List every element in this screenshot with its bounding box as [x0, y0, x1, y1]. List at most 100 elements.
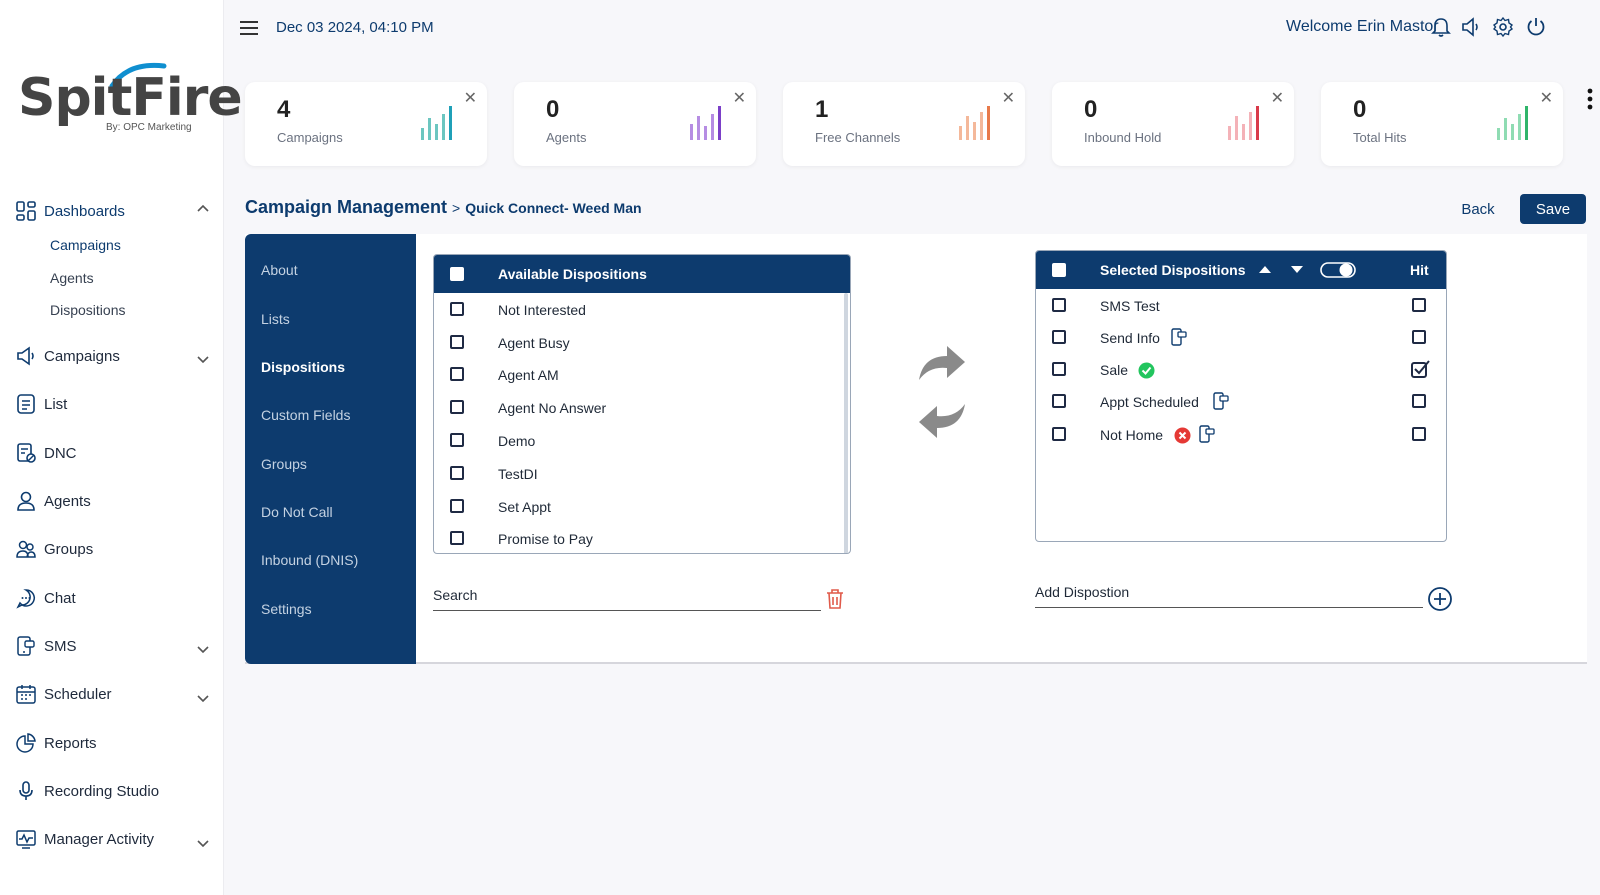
- sms-phone-icon[interactable]: [1170, 327, 1188, 347]
- gear-icon[interactable]: [1492, 16, 1514, 38]
- sidebar-item-recording-studio[interactable]: Recording Studio: [14, 777, 159, 805]
- item-checkbox[interactable]: [450, 400, 464, 414]
- sidebar-item-manager-activity[interactable]: Manager Activity: [14, 825, 154, 853]
- save-button[interactable]: Save: [1520, 194, 1586, 224]
- list-item[interactable]: Not Interested: [434, 299, 850, 323]
- hamburger-menu-icon[interactable]: [240, 20, 258, 36]
- sidebar-label: Manager Activity: [44, 830, 155, 848]
- back-button[interactable]: Back: [1444, 194, 1512, 224]
- sidebar-item-agents[interactable]: Agents: [14, 487, 91, 515]
- sidebar-item-groups[interactable]: Groups: [14, 535, 93, 563]
- select-all-selected-checkbox[interactable]: [1052, 263, 1066, 277]
- sidebar-sub-dispositions[interactable]: Dispositions: [50, 302, 126, 318]
- move-down-icon[interactable]: [1290, 265, 1304, 275]
- move-left-arrow-icon[interactable]: [917, 402, 967, 442]
- stat-label: Inbound Hold: [1084, 130, 1162, 145]
- move-right-arrow-icon[interactable]: [917, 342, 967, 382]
- list-item[interactable]: Appt Scheduled: [1036, 391, 1446, 415]
- add-circle-icon[interactable]: [1427, 586, 1453, 612]
- select-all-available-checkbox[interactable]: [450, 267, 464, 281]
- list-item[interactable]: Not Home: [1036, 424, 1446, 448]
- close-icon[interactable]: ✕: [1001, 90, 1015, 107]
- bell-icon[interactable]: [1430, 16, 1452, 38]
- sidebar-item-sms[interactable]: SMS: [14, 632, 77, 660]
- list-item[interactable]: Agent No Answer: [434, 397, 850, 421]
- chevron-down-icon[interactable]: [196, 836, 210, 850]
- close-icon[interactable]: ✕: [1539, 90, 1553, 107]
- item-checkbox[interactable]: [1052, 427, 1066, 441]
- tab-dispositions[interactable]: Dispositions: [261, 359, 346, 375]
- tab-settings[interactable]: Settings: [261, 601, 312, 617]
- chevron-up-icon[interactable]: [196, 202, 210, 216]
- item-checkbox[interactable]: [450, 335, 464, 349]
- hit-checkbox[interactable]: [1412, 394, 1426, 408]
- list-item[interactable]: TestDI: [434, 463, 850, 487]
- users-icon: [14, 537, 38, 561]
- sidebar-item-chat[interactable]: Chat: [14, 584, 76, 612]
- list-item[interactable]: Promise to Pay: [434, 528, 850, 552]
- pie-chart-icon: [14, 731, 38, 755]
- item-checkbox[interactable]: [450, 466, 464, 480]
- power-icon[interactable]: [1525, 16, 1547, 38]
- item-checkbox[interactable]: [450, 531, 464, 545]
- list-item[interactable]: Agent Busy: [434, 332, 850, 356]
- hit-checkbox[interactable]: [1412, 330, 1426, 344]
- hit-checkbox-checked[interactable]: [1410, 359, 1432, 381]
- close-icon[interactable]: ✕: [1270, 90, 1284, 107]
- trash-icon[interactable]: [825, 588, 845, 610]
- sidebar-label: DNC: [44, 444, 77, 462]
- sidebar-item-dnc[interactable]: DNC: [14, 439, 77, 467]
- tab-custom-fields[interactable]: Custom Fields: [261, 407, 351, 423]
- item-checkbox[interactable]: [1052, 330, 1066, 344]
- item-checkbox[interactable]: [450, 367, 464, 381]
- sidebar-sub-agents[interactable]: Agents: [50, 270, 94, 286]
- tab-lists[interactable]: Lists: [261, 311, 290, 327]
- sms-phone-icon[interactable]: [1212, 391, 1230, 411]
- item-checkbox[interactable]: [450, 499, 464, 513]
- item-label: Set Appt: [498, 499, 551, 515]
- move-up-icon[interactable]: [1258, 264, 1272, 274]
- sidebar-item-campaigns[interactable]: Campaigns: [14, 342, 120, 370]
- hit-checkbox[interactable]: [1412, 427, 1426, 441]
- add-disposition-input[interactable]: Add Dispostion: [1035, 582, 1423, 608]
- stat-label: Campaigns: [277, 130, 343, 145]
- item-checkbox[interactable]: [450, 302, 464, 316]
- list-item[interactable]: Demo: [434, 430, 850, 454]
- tab-groups[interactable]: Groups: [261, 456, 307, 472]
- current-datetime: Dec 03 2024, 04:10 PM: [276, 19, 434, 36]
- close-icon[interactable]: ✕: [463, 90, 477, 107]
- sidebar-item-dashboards[interactable]: Dashboards: [14, 197, 125, 225]
- item-label: TestDI: [498, 466, 538, 482]
- sidebar-item-reports[interactable]: Reports: [14, 729, 97, 757]
- list-item[interactable]: SMS Test: [1036, 295, 1446, 319]
- item-checkbox[interactable]: [1052, 394, 1066, 408]
- chevron-down-icon[interactable]: [196, 642, 210, 656]
- sidebar-label: Recording Studio: [44, 782, 160, 800]
- tab-about[interactable]: About: [261, 262, 298, 278]
- item-checkbox[interactable]: [1052, 298, 1066, 312]
- list-item[interactable]: Agent AM: [434, 364, 850, 388]
- search-input[interactable]: Search: [433, 585, 821, 611]
- tab-inbound-dnis[interactable]: Inbound (DNIS): [261, 552, 359, 568]
- item-checkbox[interactable]: [1052, 362, 1066, 376]
- chevron-down-icon[interactable]: [196, 691, 210, 705]
- list-item[interactable]: Sale: [1036, 359, 1446, 383]
- item-checkbox[interactable]: [450, 433, 464, 447]
- list-item[interactable]: Send Info: [1036, 327, 1446, 351]
- more-options-icon[interactable]: [1587, 88, 1593, 110]
- list-scrollbar[interactable]: [844, 293, 848, 553]
- chevron-down-icon[interactable]: [196, 352, 210, 366]
- list-item[interactable]: Set Appt: [434, 496, 850, 520]
- sidebar-item-list[interactable]: List: [14, 390, 67, 418]
- breadcrumb-root[interactable]: Campaign Management: [245, 197, 448, 217]
- toggle-switch[interactable]: [1320, 261, 1356, 279]
- item-label: Sale: [1100, 362, 1129, 378]
- speaker-icon[interactable]: [1460, 16, 1482, 38]
- item-label: Send Info: [1100, 330, 1160, 346]
- close-icon[interactable]: ✕: [732, 90, 746, 107]
- hit-checkbox[interactable]: [1412, 298, 1426, 312]
- sms-phone-icon[interactable]: [1198, 424, 1216, 444]
- sidebar-item-scheduler[interactable]: Scheduler: [14, 680, 112, 708]
- tab-do-not-call[interactable]: Do Not Call: [261, 504, 333, 520]
- sidebar-sub-campaigns[interactable]: Campaigns: [50, 237, 121, 253]
